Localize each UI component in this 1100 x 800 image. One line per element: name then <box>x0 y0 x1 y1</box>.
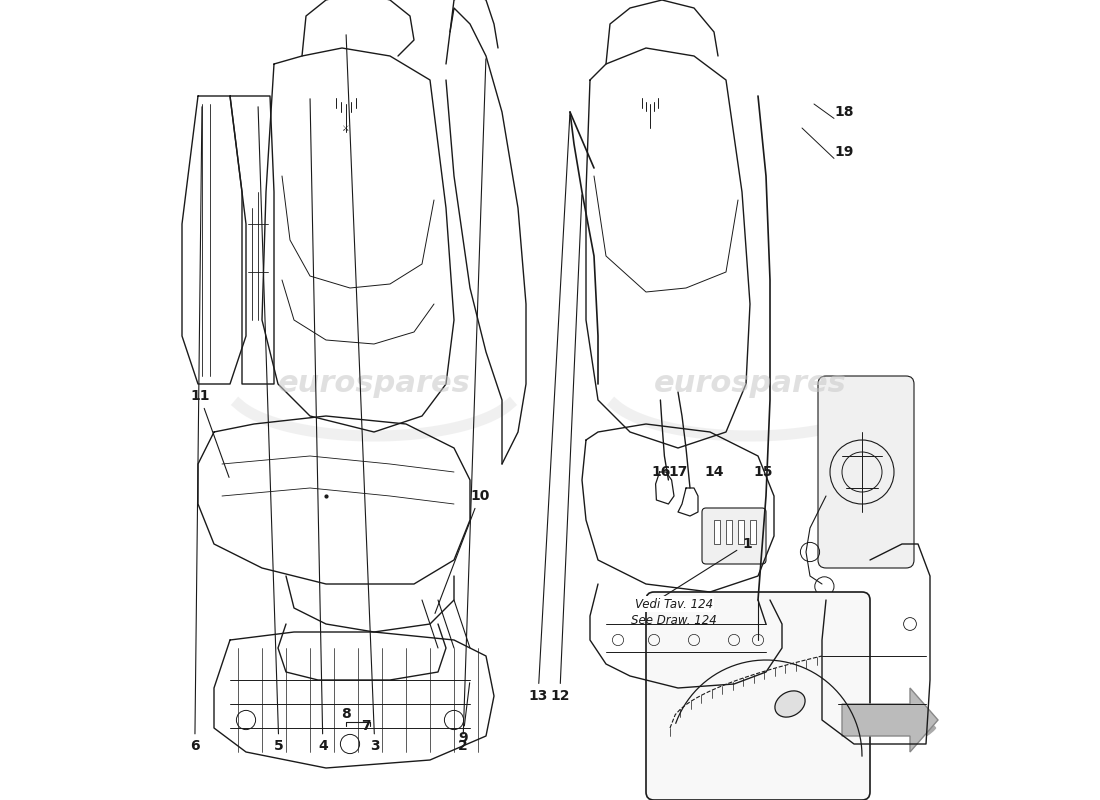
Text: 11: 11 <box>190 389 229 478</box>
Text: 2: 2 <box>458 58 486 754</box>
Text: 12: 12 <box>550 194 582 703</box>
Text: 4: 4 <box>310 98 328 754</box>
FancyArrowPatch shape <box>845 721 935 735</box>
Text: Vedi Tav. 124: Vedi Tav. 124 <box>635 598 713 610</box>
Polygon shape <box>842 688 938 752</box>
FancyArrowPatch shape <box>849 701 925 715</box>
Text: 8: 8 <box>341 706 351 721</box>
Text: eurospares: eurospares <box>653 370 846 398</box>
Bar <box>714 520 720 544</box>
Text: 17: 17 <box>669 465 688 479</box>
Text: eurospares: eurospares <box>277 370 471 398</box>
Text: 10: 10 <box>434 489 490 614</box>
Text: 16: 16 <box>651 465 671 479</box>
Bar <box>738 520 745 544</box>
Text: 18: 18 <box>835 105 855 119</box>
Text: 7: 7 <box>361 718 371 733</box>
FancyBboxPatch shape <box>646 592 870 800</box>
Bar <box>726 520 733 544</box>
Bar <box>750 520 757 544</box>
Text: 6: 6 <box>190 106 202 754</box>
Text: See Draw. 124: See Draw. 124 <box>631 614 717 626</box>
Text: 5: 5 <box>258 106 284 754</box>
Text: 14: 14 <box>704 465 724 479</box>
Text: 19: 19 <box>835 145 855 159</box>
Text: ⚔: ⚔ <box>342 123 350 133</box>
Text: 1: 1 <box>660 537 751 598</box>
Text: 9: 9 <box>458 682 470 746</box>
Text: 3: 3 <box>346 34 380 754</box>
Ellipse shape <box>774 691 805 717</box>
FancyBboxPatch shape <box>702 508 766 564</box>
Text: 15: 15 <box>754 465 772 479</box>
FancyBboxPatch shape <box>818 376 914 568</box>
Text: 13: 13 <box>528 114 570 703</box>
